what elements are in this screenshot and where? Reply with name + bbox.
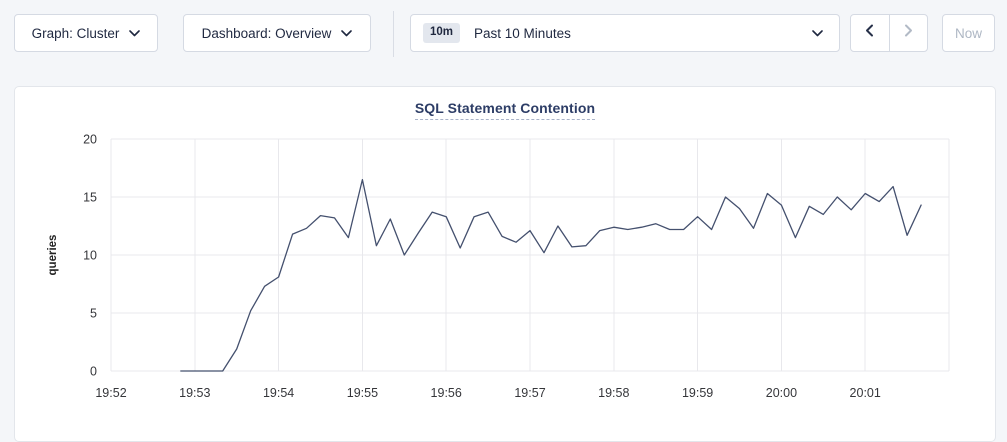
x-tick-label: 19:55 — [347, 386, 378, 400]
toolbar: Graph: Cluster Dashboard: Overview 10m P… — [0, 0, 1007, 70]
dashboard-dropdown-label: Dashboard: Overview — [201, 25, 332, 41]
graph-dropdown-label: Graph: Cluster — [31, 25, 120, 41]
time-range-label: Past 10 Minutes — [474, 25, 571, 41]
now-button-label: Now — [954, 25, 982, 41]
x-tick-label: 19:57 — [514, 386, 545, 400]
toolbar-divider — [393, 11, 394, 57]
y-axis-label: queries — [47, 235, 59, 276]
chevron-down-icon — [129, 29, 141, 37]
y-tick-label: 5 — [90, 307, 97, 321]
next-time-button[interactable] — [888, 15, 928, 51]
y-tick-label: 10 — [83, 249, 97, 263]
x-tick-label: 20:01 — [850, 386, 881, 400]
y-tick-label: 20 — [83, 133, 97, 147]
chart-title-row: SQL Statement Contention — [15, 100, 995, 120]
chevron-right-icon — [904, 24, 913, 42]
dashboard-dropdown[interactable]: Dashboard: Overview — [183, 14, 371, 52]
time-step-control — [850, 14, 928, 52]
now-button[interactable]: Now — [942, 14, 995, 52]
chart-title[interactable]: SQL Statement Contention — [414, 100, 596, 120]
x-tick-label: 19:52 — [95, 386, 126, 400]
x-tick-label: 19:59 — [682, 386, 713, 400]
y-tick-label: 15 — [83, 191, 97, 205]
x-tick-label: 20:00 — [766, 386, 797, 400]
previous-time-button[interactable] — [851, 15, 889, 51]
chevron-down-icon — [812, 29, 823, 37]
chevron-left-icon — [865, 24, 874, 42]
x-tick-label: 19:54 — [263, 386, 294, 400]
graph-dropdown[interactable]: Graph: Cluster — [14, 14, 158, 52]
time-range-dropdown[interactable]: 10m Past 10 Minutes — [410, 14, 840, 52]
sql-contention-line-chart[interactable]: 0 5 10 15 20 19:52 19:53 19:54 19:55 19:56 19:57 19… — [15, 87, 995, 441]
metric-line-queries — [180, 178, 922, 372]
x-tick-label: 19:56 — [431, 386, 462, 400]
chart-card: SQL Statement Contention 0 5 10 15 20 19:52 19… — [14, 86, 996, 442]
y-tick-label: 0 — [90, 365, 97, 379]
x-tick-label: 19:53 — [179, 386, 210, 400]
x-tick-label: 19:58 — [598, 386, 629, 400]
time-range-badge: 10m — [423, 23, 461, 43]
chevron-down-icon — [341, 29, 353, 37]
